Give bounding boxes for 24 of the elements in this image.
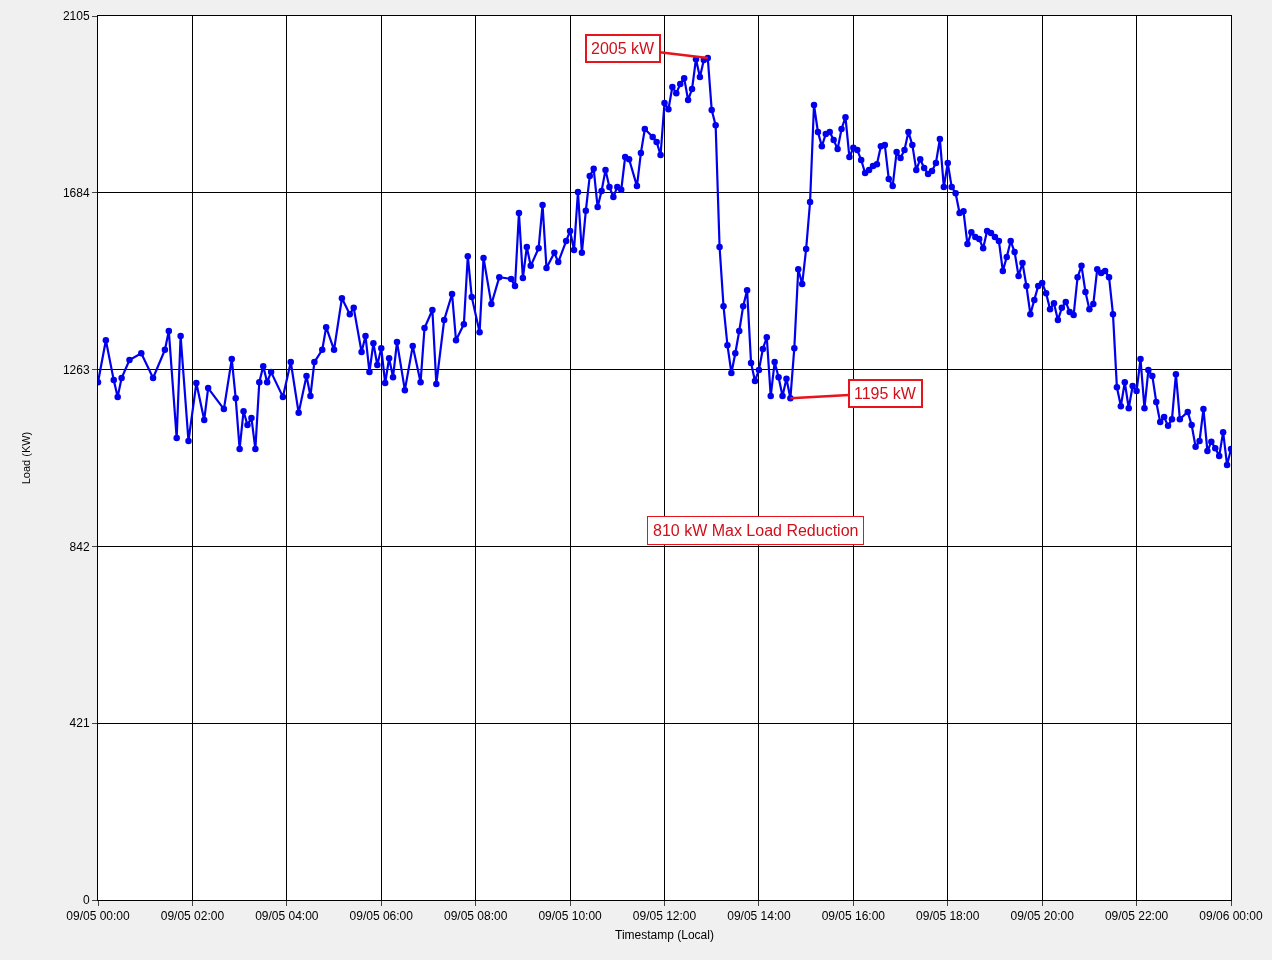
x-tick-label: 09/05 12:00 bbox=[632, 909, 697, 924]
x-axis-title: Timestamp (Local) bbox=[615, 928, 714, 943]
y-tick-label: 0 bbox=[82, 893, 90, 908]
x-tick-label: 09/05 00:00 bbox=[66, 909, 131, 924]
y-tick-label: 842 bbox=[69, 539, 90, 554]
y-tick-label: 1684 bbox=[62, 186, 90, 200]
annotation: 810 kW Max Load Reduction bbox=[653, 522, 859, 539]
x-tick-label: 09/05 22:00 bbox=[1104, 909, 1169, 924]
x-tick-label: 09/05 08:00 bbox=[443, 909, 508, 924]
x-tick-label: 09/05 14:00 bbox=[727, 909, 791, 924]
y-tick-label: 1263 bbox=[62, 362, 90, 377]
y-tick-label: 421 bbox=[69, 716, 90, 731]
annotation: 2005 kW bbox=[591, 40, 656, 57]
x-tick-label: 09/06 00:00 bbox=[1199, 909, 1264, 924]
x-tick-label: 09/05 16:00 bbox=[821, 909, 886, 924]
x-tick-label: 09/05 10:00 bbox=[538, 909, 603, 924]
x-tick-label: 09/05 18:00 bbox=[916, 909, 980, 924]
x-tick-label: 09/05 06:00 bbox=[349, 909, 414, 924]
x-tick-label: 09/05 04:00 bbox=[255, 909, 319, 924]
x-tick-label: 09/05 02:00 bbox=[160, 909, 225, 924]
annotation: 1195 kW bbox=[854, 385, 917, 402]
x-tick-label: 09/05 20:00 bbox=[1010, 909, 1075, 924]
y-axis-title: Load (KW) bbox=[19, 431, 32, 485]
y-tick-label: 2105 bbox=[62, 9, 90, 24]
